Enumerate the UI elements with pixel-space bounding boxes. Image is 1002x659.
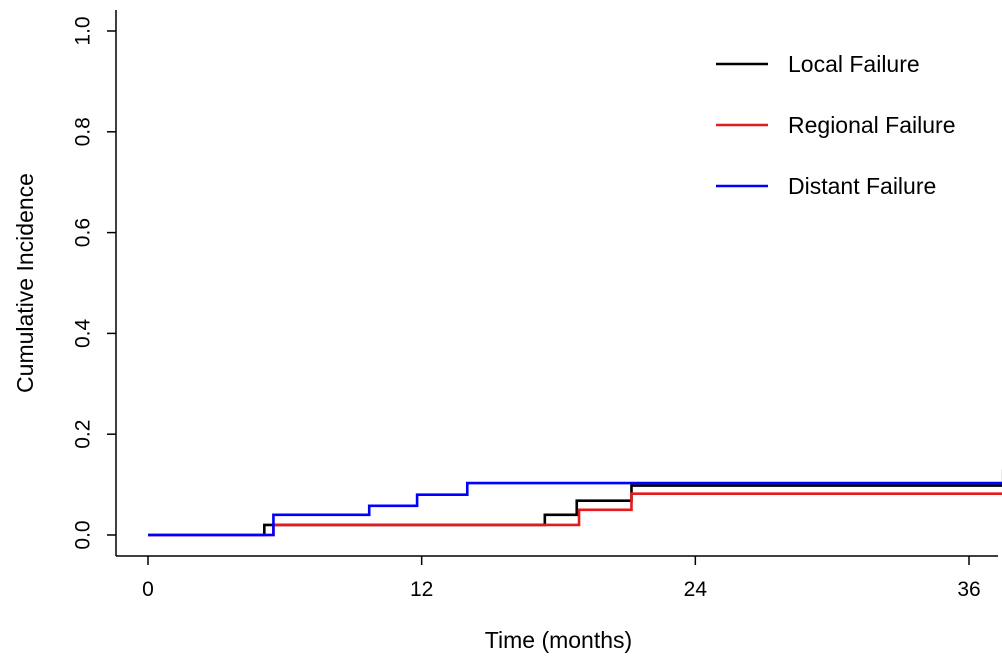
- series-line-distant-failure: [148, 481, 1002, 537]
- x-axis-label: Time (months): [485, 627, 632, 653]
- plot-series: [148, 469, 1002, 537]
- x-tick-label: 24: [684, 578, 708, 601]
- y-tick-label: 0.0: [71, 520, 94, 549]
- y-tick-label: 1.0: [71, 16, 94, 45]
- series-line-local-failure: [148, 469, 1002, 537]
- legend-label: Regional Failure: [788, 112, 955, 138]
- y-tick-label: 0.2: [71, 420, 94, 449]
- x-ticks: 0 12 24 36: [142, 556, 981, 601]
- legend-label: Local Failure: [788, 51, 920, 77]
- legend: Local Failure Regional Failure Distant Fai…: [716, 51, 955, 199]
- y-tick-label: 0.4: [71, 318, 94, 348]
- axes: 0.0 0.2 0.4 0.6 0.8 1.0 0 12 24 36: [71, 10, 998, 601]
- x-tick-label: 12: [410, 578, 433, 601]
- legend-label: Distant Failure: [788, 173, 936, 199]
- y-ticks: 0.0 0.2 0.4 0.6 0.8 1.0: [71, 16, 116, 550]
- y-tick-label: 0.8: [71, 117, 94, 146]
- y-tick-label: 0.6: [71, 218, 94, 247]
- x-tick-label: 36: [957, 578, 980, 601]
- x-tick-label: 0: [142, 578, 154, 601]
- y-axis-label: Cumulative Incidence: [12, 173, 38, 393]
